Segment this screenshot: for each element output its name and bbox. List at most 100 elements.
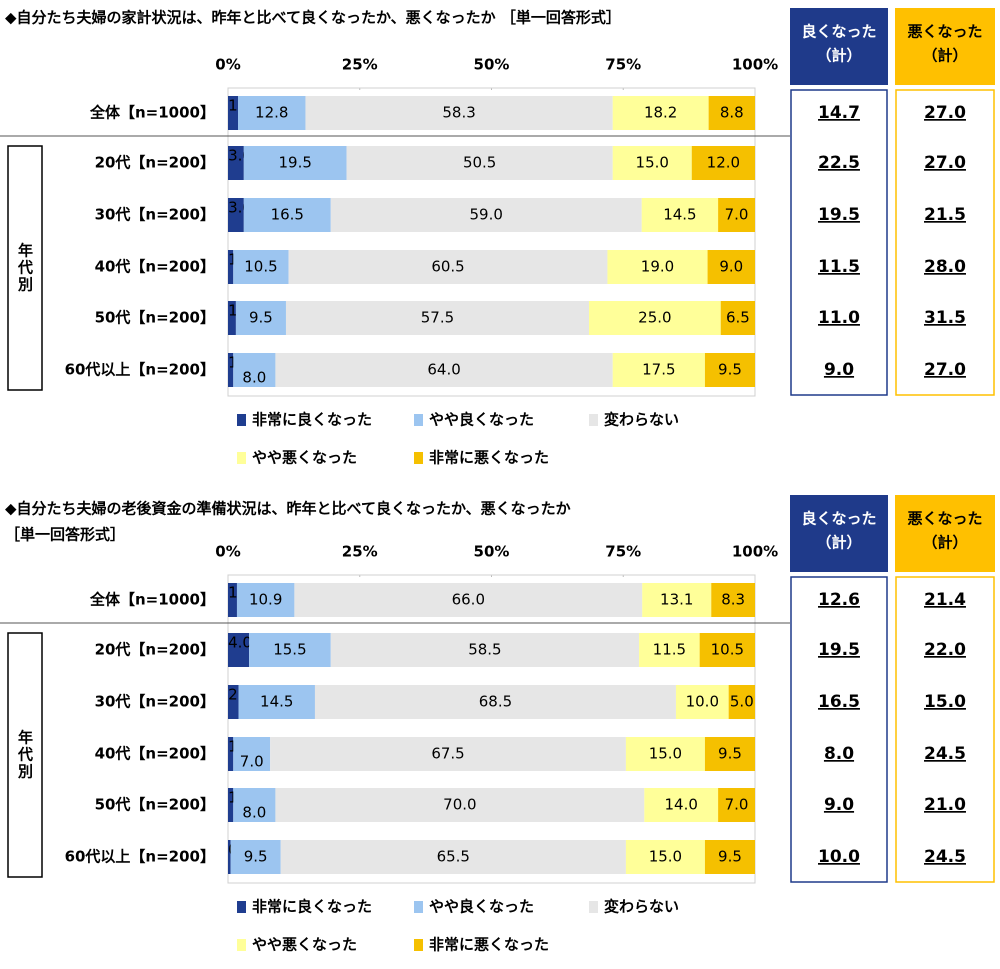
summary-value: 8.0 — [824, 744, 854, 764]
value-label: 70.0 — [443, 796, 476, 814]
bar-segment — [228, 788, 234, 822]
summary-header-text: 悪くなった — [907, 23, 982, 41]
bar-segment — [607, 250, 708, 284]
legend-swatch — [414, 452, 423, 464]
value-label: 9.5 — [244, 848, 268, 866]
value-label: 12.8 — [255, 104, 288, 122]
bar-segment — [707, 250, 755, 284]
value-label: 7.0 — [725, 796, 749, 814]
legend-label: 非常に悪くなった — [429, 449, 549, 467]
legend-swatch — [237, 452, 246, 464]
legend-swatch — [237, 414, 246, 426]
bar-segment — [720, 301, 755, 335]
value-label: 9.0 — [719, 258, 743, 276]
value-label: 15.0 — [649, 848, 682, 866]
value-label: 65.5 — [437, 848, 470, 866]
bar-segment — [238, 96, 306, 130]
bar-segment — [285, 301, 589, 335]
summary-frame — [895, 89, 995, 396]
summary-value: 19.5 — [818, 640, 860, 660]
summary-value: 11.0 — [818, 308, 860, 328]
legend-label: 変わらない — [604, 411, 679, 429]
value-label: 57.5 — [421, 309, 454, 327]
bar-segment — [228, 840, 231, 874]
bar-segment — [288, 250, 608, 284]
bar-segment — [275, 788, 645, 822]
bar-segment — [612, 146, 692, 180]
legend-label: やや悪くなった — [252, 449, 357, 467]
x-tick-label: 50% — [474, 56, 510, 74]
bar-segment — [314, 685, 676, 719]
value-label: 14.5 — [663, 206, 696, 224]
summary-value: 28.0 — [924, 257, 966, 277]
legend-label: 非常に良くなった — [252, 898, 372, 916]
x-tick-label: 75% — [605, 543, 641, 561]
category-label: 全体【n=1000】 — [89, 591, 215, 609]
bar-segment — [228, 301, 236, 335]
summary-header-text: （計） — [922, 47, 967, 65]
summary-value: 15.0 — [924, 692, 966, 712]
value-label: 6.5 — [726, 309, 750, 327]
summary-value: 27.0 — [924, 103, 966, 123]
legend-swatch — [414, 901, 423, 913]
value-label: 14.0 — [665, 796, 698, 814]
summary-value: 9.0 — [824, 360, 854, 380]
bar-segment — [233, 353, 276, 387]
summary-frame — [790, 89, 888, 396]
value-label: 15.0 — [636, 154, 669, 172]
x-tick-label: 75% — [605, 56, 641, 74]
category-label: 40代【n=200】 — [95, 258, 215, 276]
bar-segment — [228, 633, 250, 667]
summary-value: 24.5 — [924, 847, 966, 867]
value-label: 64.0 — [427, 361, 460, 379]
value-label: 15.5 — [273, 641, 306, 659]
bar-segment — [346, 146, 613, 180]
legend-swatch — [414, 414, 423, 426]
bar-segment — [228, 96, 239, 130]
group-label: 年代別 — [16, 242, 34, 294]
bar-segment — [305, 96, 613, 130]
bar-segment — [704, 737, 755, 771]
bar-segment — [612, 353, 705, 387]
bar-segment — [228, 146, 244, 180]
category-label: 全体【n=1000】 — [89, 104, 215, 122]
bar-segment — [275, 353, 613, 387]
category-label: 50代【n=200】 — [95, 796, 215, 814]
summary-value: 22.5 — [818, 153, 860, 173]
value-label: 66.0 — [452, 591, 485, 609]
value-label: 19.0 — [641, 258, 674, 276]
bar-segment — [642, 583, 712, 617]
value-label: 25.0 — [638, 309, 671, 327]
summary-header-text: （計） — [816, 534, 861, 552]
value-label: 59.0 — [470, 206, 503, 224]
summary-value: 21.5 — [924, 205, 966, 225]
value-label: 10.0 — [686, 693, 719, 711]
value-label: 7.0 — [240, 753, 264, 771]
bar-segment — [228, 685, 239, 719]
bar-segment — [243, 146, 347, 180]
category-label: 50代【n=200】 — [95, 309, 215, 327]
value-label: 16.5 — [271, 206, 304, 224]
summary-value: 19.5 — [818, 205, 860, 225]
value-label: 13.1 — [660, 591, 693, 609]
value-label: 10.5 — [244, 258, 277, 276]
value-label: 17.5 — [642, 361, 675, 379]
value-label: 8.0 — [242, 369, 266, 387]
bar-segment — [249, 633, 331, 667]
summary-value: 11.5 — [818, 257, 860, 277]
summary-value: 16.5 — [818, 692, 860, 712]
bar-segment — [718, 198, 755, 232]
bar-segment — [675, 685, 729, 719]
bar-segment — [639, 633, 700, 667]
bar-segment — [233, 250, 289, 284]
bar-segment — [330, 198, 642, 232]
legend-label: 非常に悪くなった — [429, 936, 549, 954]
summary-header-text: 悪くなった — [907, 510, 982, 528]
bar-segment — [233, 788, 276, 822]
value-label: 58.5 — [468, 641, 501, 659]
summary-header — [895, 8, 995, 85]
value-label: 9.5 — [718, 848, 742, 866]
legend-label: やや良くなった — [429, 898, 534, 916]
bar-segment — [704, 840, 755, 874]
